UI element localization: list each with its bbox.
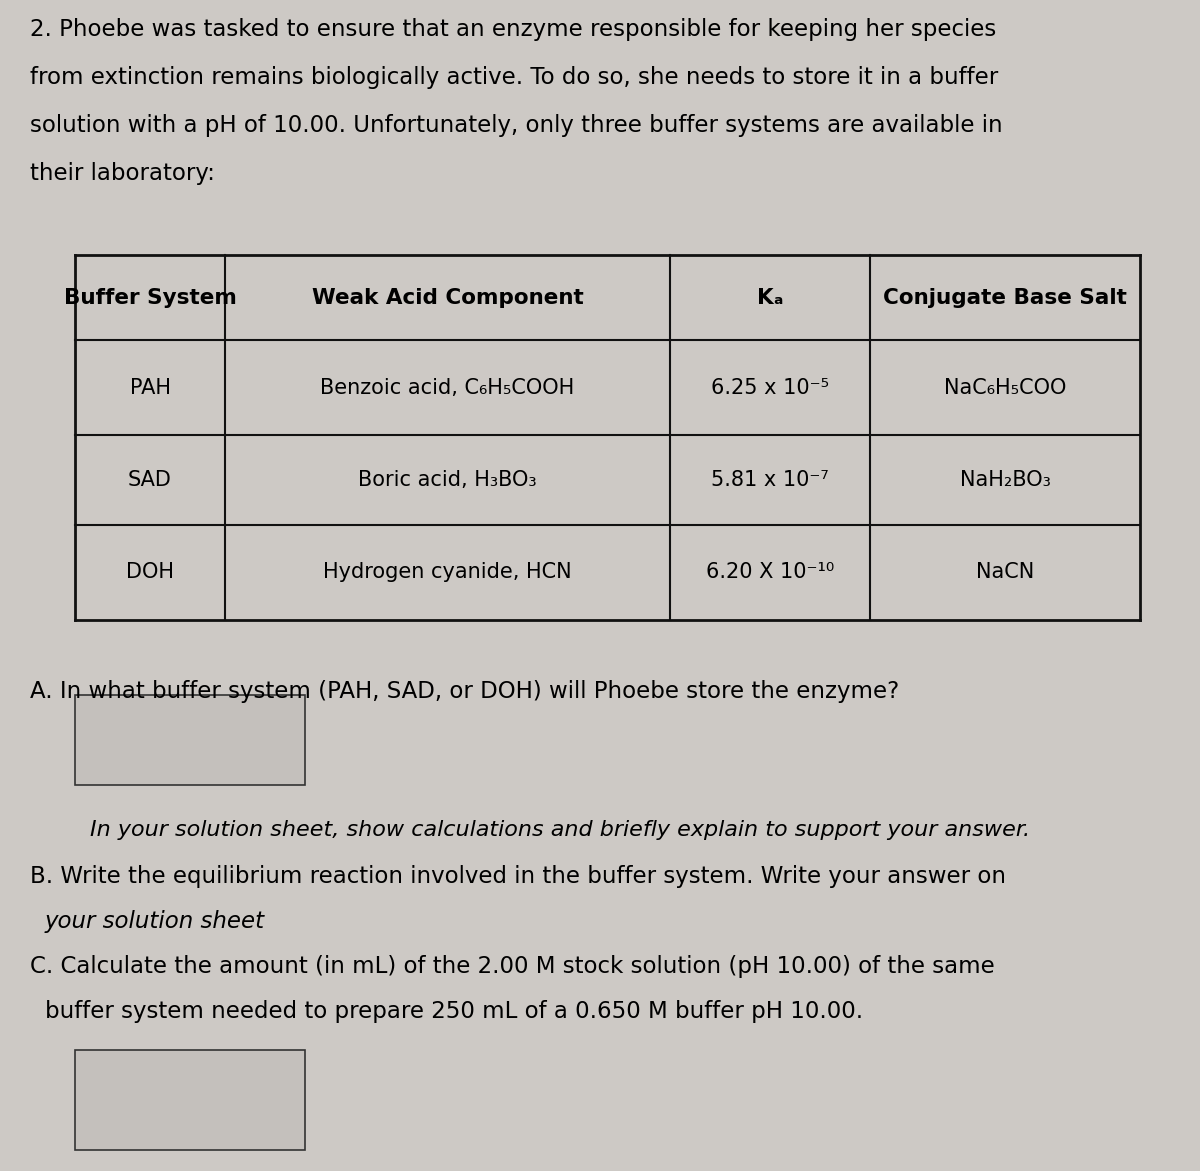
Text: 5.81 x 10⁻⁷: 5.81 x 10⁻⁷ bbox=[712, 470, 829, 489]
Text: Benzoic acid, C₆H₅COOH: Benzoic acid, C₆H₅COOH bbox=[320, 377, 575, 397]
Text: 6.25 x 10⁻⁵: 6.25 x 10⁻⁵ bbox=[710, 377, 829, 397]
Text: 6.20 X 10⁻¹⁰: 6.20 X 10⁻¹⁰ bbox=[706, 562, 834, 582]
Text: 2. Phoebe was tasked to ensure that an enzyme responsible for keeping her specie: 2. Phoebe was tasked to ensure that an e… bbox=[30, 18, 996, 41]
Text: NaCN: NaCN bbox=[976, 562, 1034, 582]
Text: SAD: SAD bbox=[128, 470, 172, 489]
Text: your solution sheet: your solution sheet bbox=[46, 910, 265, 933]
Text: Weak Acid Component: Weak Acid Component bbox=[312, 288, 583, 308]
Bar bbox=[74, 696, 305, 785]
Text: Boric acid, H₃BO₃: Boric acid, H₃BO₃ bbox=[358, 470, 536, 489]
Text: PAH: PAH bbox=[130, 377, 170, 397]
Text: Hydrogen cyanide, HCN: Hydrogen cyanide, HCN bbox=[323, 562, 572, 582]
Text: In your solution sheet, show calculations and briefly explain to support your an: In your solution sheet, show calculation… bbox=[90, 820, 1030, 840]
Text: C. Calculate the amount (in mL) of the 2.00 M stock solution (pH 10.00) of the s: C. Calculate the amount (in mL) of the 2… bbox=[30, 956, 995, 978]
Text: buffer system needed to prepare 250 mL of a 0.650 M buffer pH 10.00.: buffer system needed to prepare 250 mL o… bbox=[46, 1000, 863, 1023]
Bar bbox=[74, 1050, 305, 1150]
Text: solution with a pH of 10.00. Unfortunately, only three buffer systems are availa: solution with a pH of 10.00. Unfortunate… bbox=[30, 114, 1003, 137]
Text: Conjugate Base Salt: Conjugate Base Salt bbox=[883, 288, 1127, 308]
Text: DOH: DOH bbox=[126, 562, 174, 582]
Text: NaC₆H₅COO: NaC₆H₅COO bbox=[944, 377, 1066, 397]
Text: NaH₂BO₃: NaH₂BO₃ bbox=[960, 470, 1050, 489]
Text: Buffer System: Buffer System bbox=[64, 288, 236, 308]
Text: from extinction remains biologically active. To do so, she needs to store it in : from extinction remains biologically act… bbox=[30, 66, 998, 89]
Text: their laboratory:: their laboratory: bbox=[30, 162, 215, 185]
Text: Kₐ: Kₐ bbox=[757, 288, 784, 308]
Text: A. In what buffer system (PAH, SAD, or DOH) will Phoebe store the enzyme?: A. In what buffer system (PAH, SAD, or D… bbox=[30, 680, 899, 703]
Text: B. Write the equilibrium reaction involved in the buffer system. Write your answ: B. Write the equilibrium reaction involv… bbox=[30, 865, 1006, 888]
